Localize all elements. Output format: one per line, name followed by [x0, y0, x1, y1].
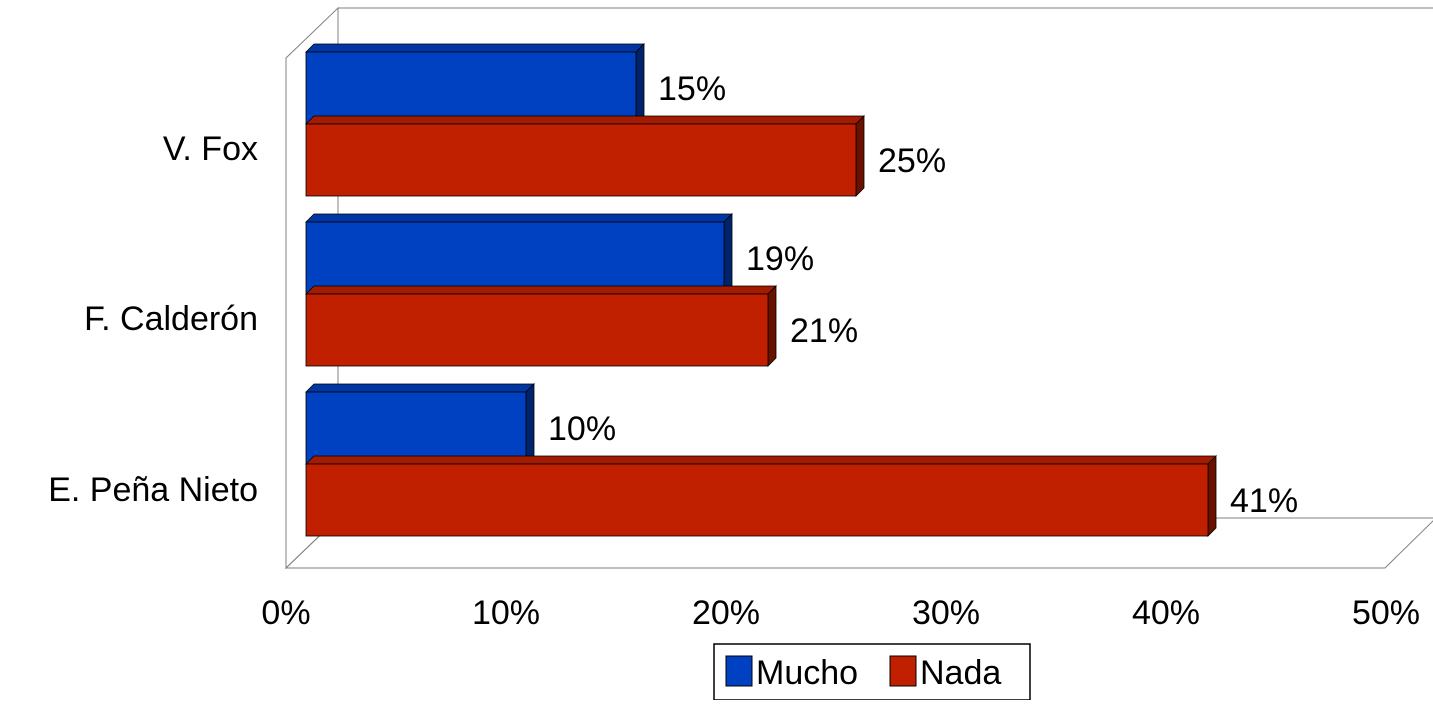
bar-top-mucho-2 — [305, 383, 535, 393]
category-label-e-pena-nieto: E. Peña Nieto — [48, 471, 258, 509]
bar-top-nada-2 — [305, 455, 1217, 465]
bar-side-nada-2 — [1207, 455, 1217, 537]
legend-label-mucho: Mucho — [756, 654, 858, 692]
bar-front-mucho-2 — [305, 391, 527, 465]
data-label-mucho-0: 15% — [658, 70, 726, 108]
bar-mucho-1 — [305, 213, 733, 295]
legend-label-nada: Nada — [920, 654, 1001, 692]
bar-front-nada-0 — [305, 123, 857, 197]
bar-top-nada-1 — [305, 285, 777, 295]
bars-layer — [305, 43, 1217, 537]
category-label-f-calderon: F. Calderón — [84, 300, 258, 338]
legend-box — [713, 643, 1031, 701]
bar-top-nada-0 — [305, 115, 865, 125]
data-label-nada-1: 21% — [790, 312, 858, 350]
bar-nada-2 — [305, 455, 1217, 537]
data-label-mucho-2: 10% — [548, 410, 616, 448]
data-label-nada-2: 41% — [1230, 482, 1298, 520]
x-tick-20: 20% — [692, 594, 760, 632]
category-labels: V. Fox F. Calderón E. Peña Nieto — [48, 130, 258, 509]
bar-front-mucho-1 — [305, 221, 725, 295]
bar-mucho-0 — [305, 43, 645, 125]
bar-side-mucho-2 — [525, 383, 535, 465]
bar-side-mucho-0 — [635, 43, 645, 125]
x-tick-0: 0% — [261, 594, 310, 632]
bar-front-nada-2 — [305, 463, 1209, 537]
x-tick-40: 40% — [1132, 594, 1200, 632]
bar-side-nada-0 — [855, 115, 865, 197]
x-tick-30: 30% — [912, 594, 980, 632]
bar-mucho-2 — [305, 383, 535, 465]
bar-nada-0 — [305, 115, 865, 197]
x-axis-tick-labels: 0% 10% 20% 30% 40% 50% — [261, 594, 1420, 632]
bar-side-mucho-1 — [723, 213, 733, 295]
bar-top-mucho-1 — [305, 213, 733, 223]
bar-front-mucho-0 — [305, 51, 637, 125]
bar-top-mucho-0 — [305, 43, 645, 53]
bar-nada-1 — [305, 285, 777, 367]
x-tick-10: 10% — [472, 594, 540, 632]
x-tick-50: 50% — [1352, 594, 1420, 632]
labels-layer: 15% 25% 19% 21% 10% 41% — [548, 70, 1298, 520]
data-label-mucho-1: 19% — [746, 240, 814, 278]
legend-swatch-nada — [889, 655, 917, 687]
bar-front-nada-1 — [305, 293, 769, 367]
category-label-v-fox: V. Fox — [163, 130, 258, 168]
legend-swatch-mucho — [725, 655, 753, 687]
bar-side-nada-1 — [767, 285, 777, 367]
legend: Mucho Nada — [713, 643, 1031, 701]
data-label-nada-0: 25% — [878, 142, 946, 180]
